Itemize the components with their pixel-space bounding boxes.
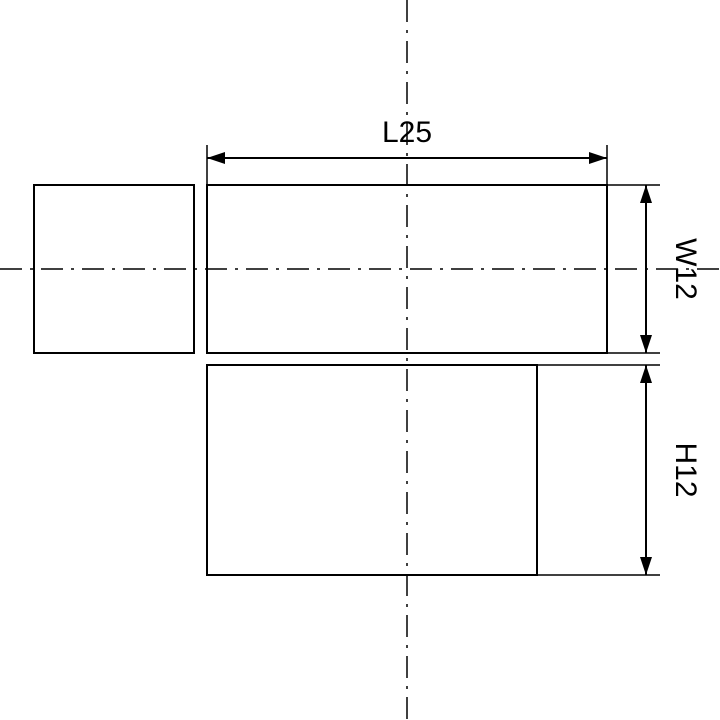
dimension-h: H12 <box>537 365 702 575</box>
rect-bottom <box>207 365 537 575</box>
dimension-h-label: H12 <box>669 442 702 497</box>
dimension-w-label: W12 <box>669 238 702 300</box>
dimension-l-label: L25 <box>382 116 432 149</box>
technical-drawing: L25 W12 H12 <box>0 0 720 720</box>
